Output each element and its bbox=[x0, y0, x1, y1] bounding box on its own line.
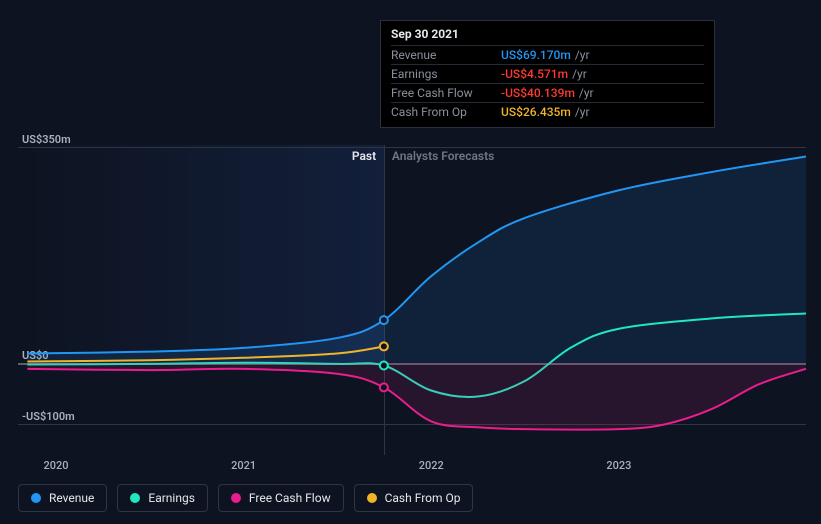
tooltip-suffix: /yr bbox=[572, 67, 587, 81]
legend-item-cash-from-op[interactable]: Cash From Op bbox=[354, 484, 474, 512]
tooltip-row: Cash From OpUS$26.435m/yr bbox=[391, 102, 704, 121]
marker-earnings bbox=[380, 362, 388, 370]
legend-swatch bbox=[31, 493, 41, 503]
x-axis-label: 2023 bbox=[606, 459, 631, 472]
legend-swatch bbox=[231, 493, 241, 503]
tooltip-key: Earnings bbox=[391, 67, 501, 81]
tooltip-key: Cash From Op bbox=[391, 105, 501, 119]
legend-label: Free Cash Flow bbox=[249, 491, 331, 505]
tooltip-value: US$26.435m bbox=[501, 105, 571, 119]
marker-fcf bbox=[380, 383, 388, 391]
legend-label: Cash From Op bbox=[385, 491, 461, 505]
legend: Revenue Earnings Free Cash Flow Cash From O… bbox=[18, 484, 473, 512]
tooltip: Sep 30 2021 RevenueUS$69.170m/yrEarnings… bbox=[380, 20, 715, 128]
legend-swatch bbox=[130, 493, 140, 503]
marker-revenue bbox=[380, 316, 388, 324]
chart-svg bbox=[18, 135, 806, 455]
legend-label: Earnings bbox=[148, 491, 195, 505]
legend-item-revenue[interactable]: Revenue bbox=[18, 484, 107, 512]
tooltip-key: Free Cash Flow bbox=[391, 86, 501, 100]
legend-item-free-cash-flow[interactable]: Free Cash Flow bbox=[218, 484, 344, 512]
x-axis-label: 2022 bbox=[419, 459, 444, 472]
series-area-fcf bbox=[27, 363, 806, 430]
tooltip-title: Sep 30 2021 bbox=[391, 27, 704, 41]
legend-label: Revenue bbox=[49, 491, 94, 505]
tooltip-suffix: /yr bbox=[579, 86, 594, 100]
series-area-revenue bbox=[27, 157, 806, 363]
tooltip-row: Earnings-US$4.571m/yr bbox=[391, 64, 704, 83]
tooltip-suffix: /yr bbox=[575, 48, 590, 62]
tooltip-row: Free Cash Flow-US$40.139m/yr bbox=[391, 83, 704, 102]
legend-item-earnings[interactable]: Earnings bbox=[117, 484, 208, 512]
tooltip-row: RevenueUS$69.170m/yr bbox=[391, 45, 704, 64]
legend-swatch bbox=[367, 493, 377, 503]
tooltip-suffix: /yr bbox=[575, 105, 590, 119]
tooltip-value: US$69.170m bbox=[501, 48, 571, 62]
tooltip-value: -US$4.571m bbox=[501, 67, 568, 81]
x-axis-label: 2021 bbox=[231, 459, 256, 472]
marker-cfo bbox=[380, 342, 388, 350]
tooltip-key: Revenue bbox=[391, 48, 501, 62]
tooltip-value: -US$40.139m bbox=[501, 86, 575, 100]
x-axis-label: 2020 bbox=[44, 459, 69, 472]
